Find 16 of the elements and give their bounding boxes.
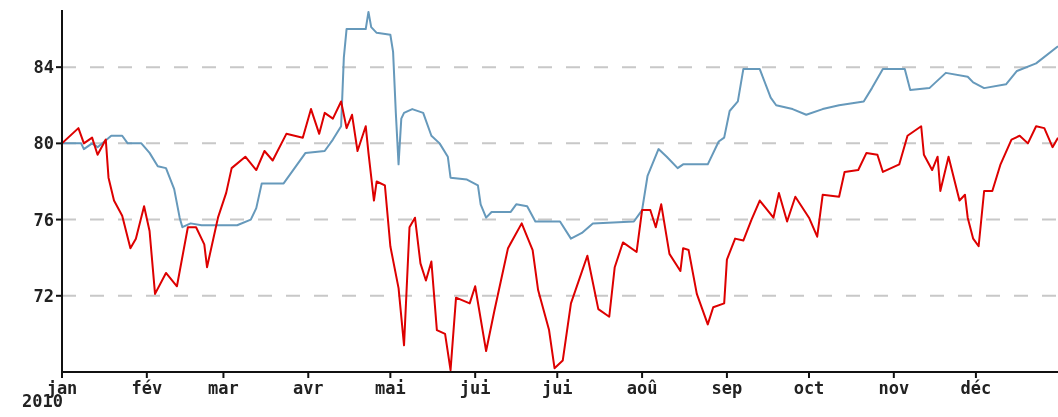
x-tick-label: jui [541, 378, 573, 398]
x-tick-label: déc [960, 378, 992, 398]
x-tick-label: mar [208, 378, 239, 398]
x-tick-label: aoû [626, 378, 658, 398]
x-tick-label: fév [131, 378, 163, 398]
y-tick-label: 84 [33, 57, 54, 78]
x-tick-label: oct [793, 378, 825, 398]
x-tick-label: nov [878, 378, 910, 398]
y-tick-label: 72 [33, 285, 54, 306]
line-series [62, 10, 1058, 240]
x-tick-label: sep [711, 378, 743, 398]
y-tick-label: 76 [33, 209, 54, 230]
x-tick-label: avr [292, 378, 324, 398]
x-tick-label: jui [459, 378, 491, 398]
y-tick-label: 80 [33, 133, 54, 154]
x-tick-label: mai [374, 378, 406, 398]
